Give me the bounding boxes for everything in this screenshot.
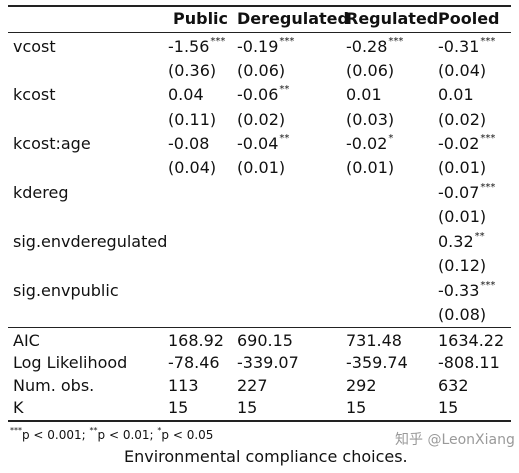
vcost-regulated-coef: -0.28*** [346,35,404,56]
kcost-pooled-se: (0.02) [438,110,487,129]
kcost-regulated-coef: 0.01 [346,85,382,104]
k-deregulated: 15 [237,398,258,417]
col-header-regulated: Regulated [346,9,439,28]
row-label-sig-envderegulated: sig.envderegulated [13,232,168,251]
sig-envderegulated-pooled-se: (0.12) [438,256,487,275]
kcost-age-deregulated-se: (0.01) [237,158,286,177]
kcost-deregulated-se: (0.02) [237,110,286,129]
kcost-public-coef: 0.04 [168,85,204,104]
stat-label-k: K [13,398,24,417]
aic-public: 168.92 [168,331,224,350]
row-label-kdereg: kdereg [13,183,69,202]
stats-rule [8,327,511,328]
kdereg-pooled-coef: -0.07*** [438,181,496,202]
kcost-age-regulated-coef: -0.02* [346,132,394,153]
k-pooled: 15 [438,398,459,417]
vcost-public-se: (0.36) [168,61,217,80]
row-label-kcost: kcost [13,85,56,104]
kcost-age-pooled-se: (0.01) [438,158,487,177]
kcost-age-deregulated-coef: -0.04** [237,132,290,153]
col-header-public: Public [173,9,229,28]
kcost-age-public-se: (0.04) [168,158,217,177]
kcost-age-pooled-coef: -0.02*** [438,132,496,153]
aic-regulated: 731.48 [346,331,402,350]
table-caption: Environmental compliance choices. [124,447,408,466]
kcost-deregulated-coef: -0.06** [237,83,290,104]
vcost-public-coef: -1.56*** [168,35,226,56]
vcost-pooled-se: (0.04) [438,61,487,80]
loglik-deregulated: -339.07 [237,353,299,372]
vcost-pooled-coef: -0.31*** [438,35,496,56]
vcost-regulated-se: (0.06) [346,61,395,80]
stat-label-loglik: Log Likelihood [13,353,128,372]
k-regulated: 15 [346,398,367,417]
kcost-pooled-coef: 0.01 [438,85,474,104]
stat-label-aic: AIC [13,331,40,350]
sig-envpublic-pooled-se: (0.08) [438,305,487,324]
sig-envderegulated-pooled-coef: 0.32** [438,230,485,251]
kcost-regulated-se: (0.03) [346,110,395,129]
aic-deregulated: 690.15 [237,331,293,350]
kcost-age-regulated-se: (0.01) [346,158,395,177]
aic-pooled: 1634.22 [438,331,505,350]
stat-label-nobs: Num. obs. [13,376,95,395]
row-label-sig-envpublic: sig.envpublic [13,281,119,300]
kdereg-pooled-se: (0.01) [438,207,487,226]
top-rule [8,5,511,7]
kcost-age-public-coef: -0.08 [168,134,210,153]
row-label-kcost-age: kcost:age [13,134,91,153]
loglik-public: -78.46 [168,353,220,372]
row-label-vcost: vcost [13,37,56,56]
col-header-pooled: Pooled [438,9,500,28]
loglik-pooled: -808.11 [438,353,500,372]
nobs-public: 113 [168,376,199,395]
nobs-regulated: 292 [346,376,377,395]
sig-envpublic-pooled-coef: -0.33*** [438,279,496,300]
vcost-deregulated-se: (0.06) [237,61,286,80]
nobs-deregulated: 227 [237,376,268,395]
nobs-pooled: 632 [438,376,469,395]
loglik-regulated: -359.74 [346,353,408,372]
k-public: 15 [168,398,189,417]
vcost-deregulated-coef: -0.19*** [237,35,295,56]
kcost-public-se: (0.11) [168,110,217,129]
watermark: 知乎 @LeonXiang [395,432,515,448]
col-header-deregulated: Deregulated [237,9,349,28]
header-rule [8,32,511,33]
significance-footnote: ***p < 0.001; **p < 0.01; *p < 0.05 [10,426,214,443]
bottom-rule [8,420,511,422]
